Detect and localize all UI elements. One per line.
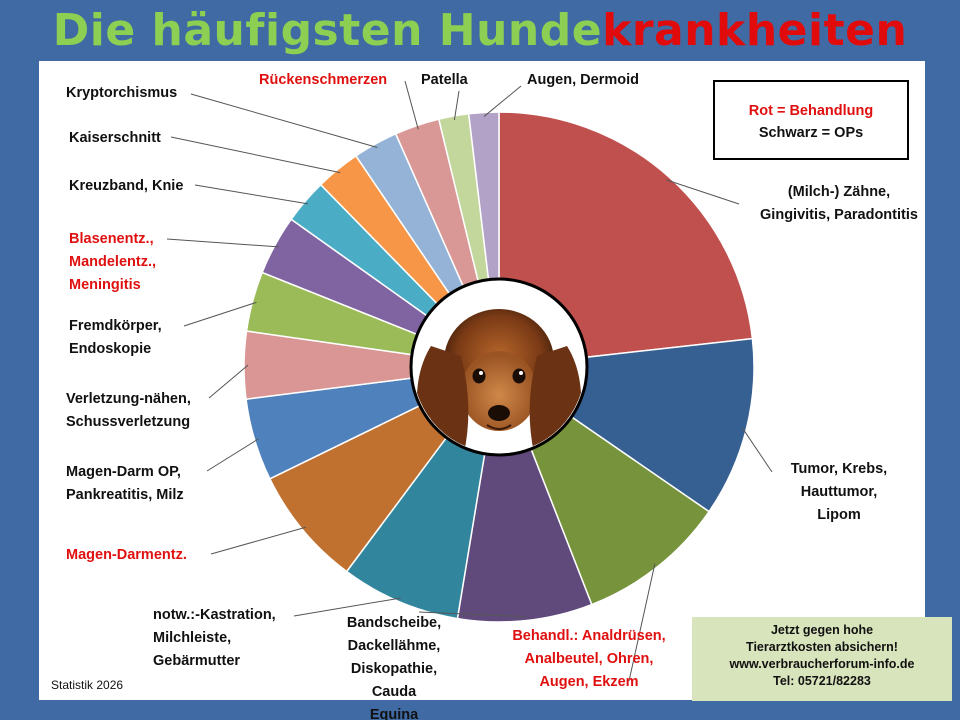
leader-line-13 — [190, 93, 378, 148]
promo-box: Jetzt gegen hohe Tierarztkosten absicher… — [692, 617, 952, 701]
promo-link[interactable]: www.verbraucherforum-info.de — [729, 657, 915, 671]
slice-label-14: Rückenschmerzen — [259, 72, 388, 88]
leader-line-5 — [293, 597, 401, 617]
slice-label-4: Bandscheibe, Dackellähme, Diskopathie, C… — [346, 615, 442, 720]
promo-line-2: Tierarztkosten absichern! — [746, 640, 898, 654]
pie-slices — [243, 111, 755, 623]
leader-line-9 — [183, 301, 257, 327]
leader-line-10 — [166, 238, 279, 248]
slice-label-8: Verletzung-nähen, Schussverletzung — [66, 391, 191, 430]
center-image — [413, 281, 585, 453]
promo-phone: Tel: 05721/82283 — [773, 674, 871, 688]
slice-label-5: notw.:-Kastration, Milchleiste, Gebärmut… — [153, 607, 276, 669]
leader-line-4 — [418, 611, 526, 618]
leader-line-3 — [628, 563, 656, 682]
leader-line-16 — [483, 85, 522, 117]
slice-label-3: Behandl.: Analdrüsen, Analbeutel, Ohren,… — [512, 628, 666, 690]
page-title: Die häufigsten Hundekrankheiten — [0, 2, 960, 60]
leader-lines — [166, 80, 773, 682]
leader-line-2 — [742, 427, 773, 473]
leader-line-6 — [210, 526, 306, 555]
slice-label-2: Tumor, Krebs, Hauttumor, Lipom — [790, 461, 888, 523]
leader-line-1 — [666, 179, 740, 205]
slice-label-10: Blasenentz., Mandelentz., Meningitis — [69, 231, 157, 293]
leader-line-7 — [206, 438, 259, 472]
slice-label-16: Augen, Dermoid — [527, 72, 639, 88]
title-part-green: Die häufigsten Hunde — [52, 5, 603, 56]
leader-line-12 — [170, 136, 341, 174]
title-part-red: krankheiten — [602, 5, 908, 56]
slice-label-11: Kreuzband, Knie — [69, 178, 184, 194]
legend-black-line: Schwarz = OPs — [758, 125, 864, 141]
slice-label-12: Kaiserschnitt — [69, 130, 161, 146]
slice-label-6: Magen-Darmentz. — [66, 547, 187, 563]
chart-panel: (Milch-) Zähne, Gingivitis, Paradontitis… — [39, 61, 925, 720]
slice-label-9: Fremdkörper, Endoskopie — [69, 318, 162, 357]
slice-label-7: Magen-Darm OP, Pankreatitis, Milz — [66, 464, 184, 503]
leader-line-15 — [453, 90, 460, 121]
slice-label-15: Patella — [421, 72, 468, 88]
leader-line-11 — [194, 184, 309, 205]
legend-red-line: Rot = Behandlung — [748, 103, 874, 119]
leader-line-14 — [404, 80, 419, 130]
center-ring — [409, 277, 589, 457]
statistik-year: Statistik 2026 — [51, 678, 124, 692]
doughnut-chart — [166, 80, 773, 682]
slice-label-13: Kryptorchismus — [66, 85, 178, 101]
slice-label-1: (Milch-) Zähne, Gingivitis, Paradontitis — [760, 184, 918, 223]
promo-line-1: Jetzt gegen hohe — [770, 623, 874, 637]
legend-box: Rot = Behandlung Schwarz = OPs — [713, 80, 909, 160]
leader-line-8 — [208, 364, 249, 399]
